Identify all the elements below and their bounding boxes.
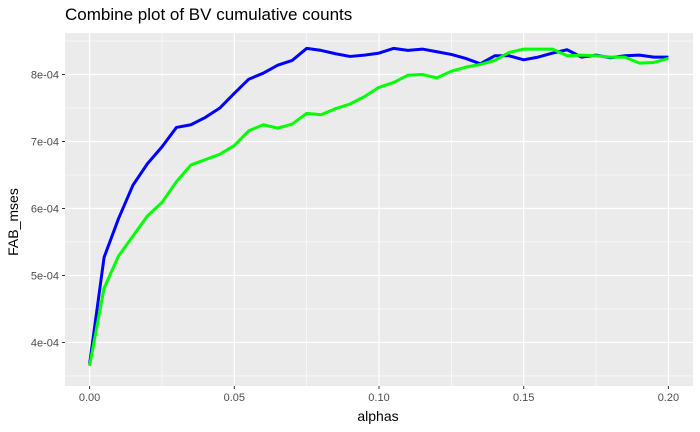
x-tick-label: 0.20 — [658, 392, 679, 404]
y-tick-label: 4e-04 — [31, 337, 59, 349]
x-tick-label: 0.10 — [368, 392, 389, 404]
series-line-2 — [88, 47, 669, 367]
x-axis-title: alphas — [357, 408, 398, 424]
x-tick-label: 0.05 — [224, 392, 245, 404]
y-tick-label: 5e-04 — [31, 270, 59, 282]
x-tick-label: 0.00 — [79, 392, 100, 404]
y-axis-ticks: 4e-04 5e-04 6e-04 7e-04 8e-04 — [31, 70, 65, 349]
series-lines — [88, 46, 669, 367]
y-tick-label: 7e-04 — [31, 137, 59, 149]
chart-title: Combine plot of BV cumulative counts — [65, 5, 352, 24]
series-line-1 — [88, 46, 669, 365]
y-tick-label: 8e-04 — [31, 70, 59, 82]
y-tick-label: 6e-04 — [31, 203, 59, 215]
x-tick-label: 0.15 — [513, 392, 534, 404]
y-axis-title: FAB_mses — [5, 188, 21, 256]
x-axis-ticks: 0.00 0.05 0.10 0.15 0.20 — [79, 386, 679, 404]
major-gridlines — [65, 33, 693, 386]
